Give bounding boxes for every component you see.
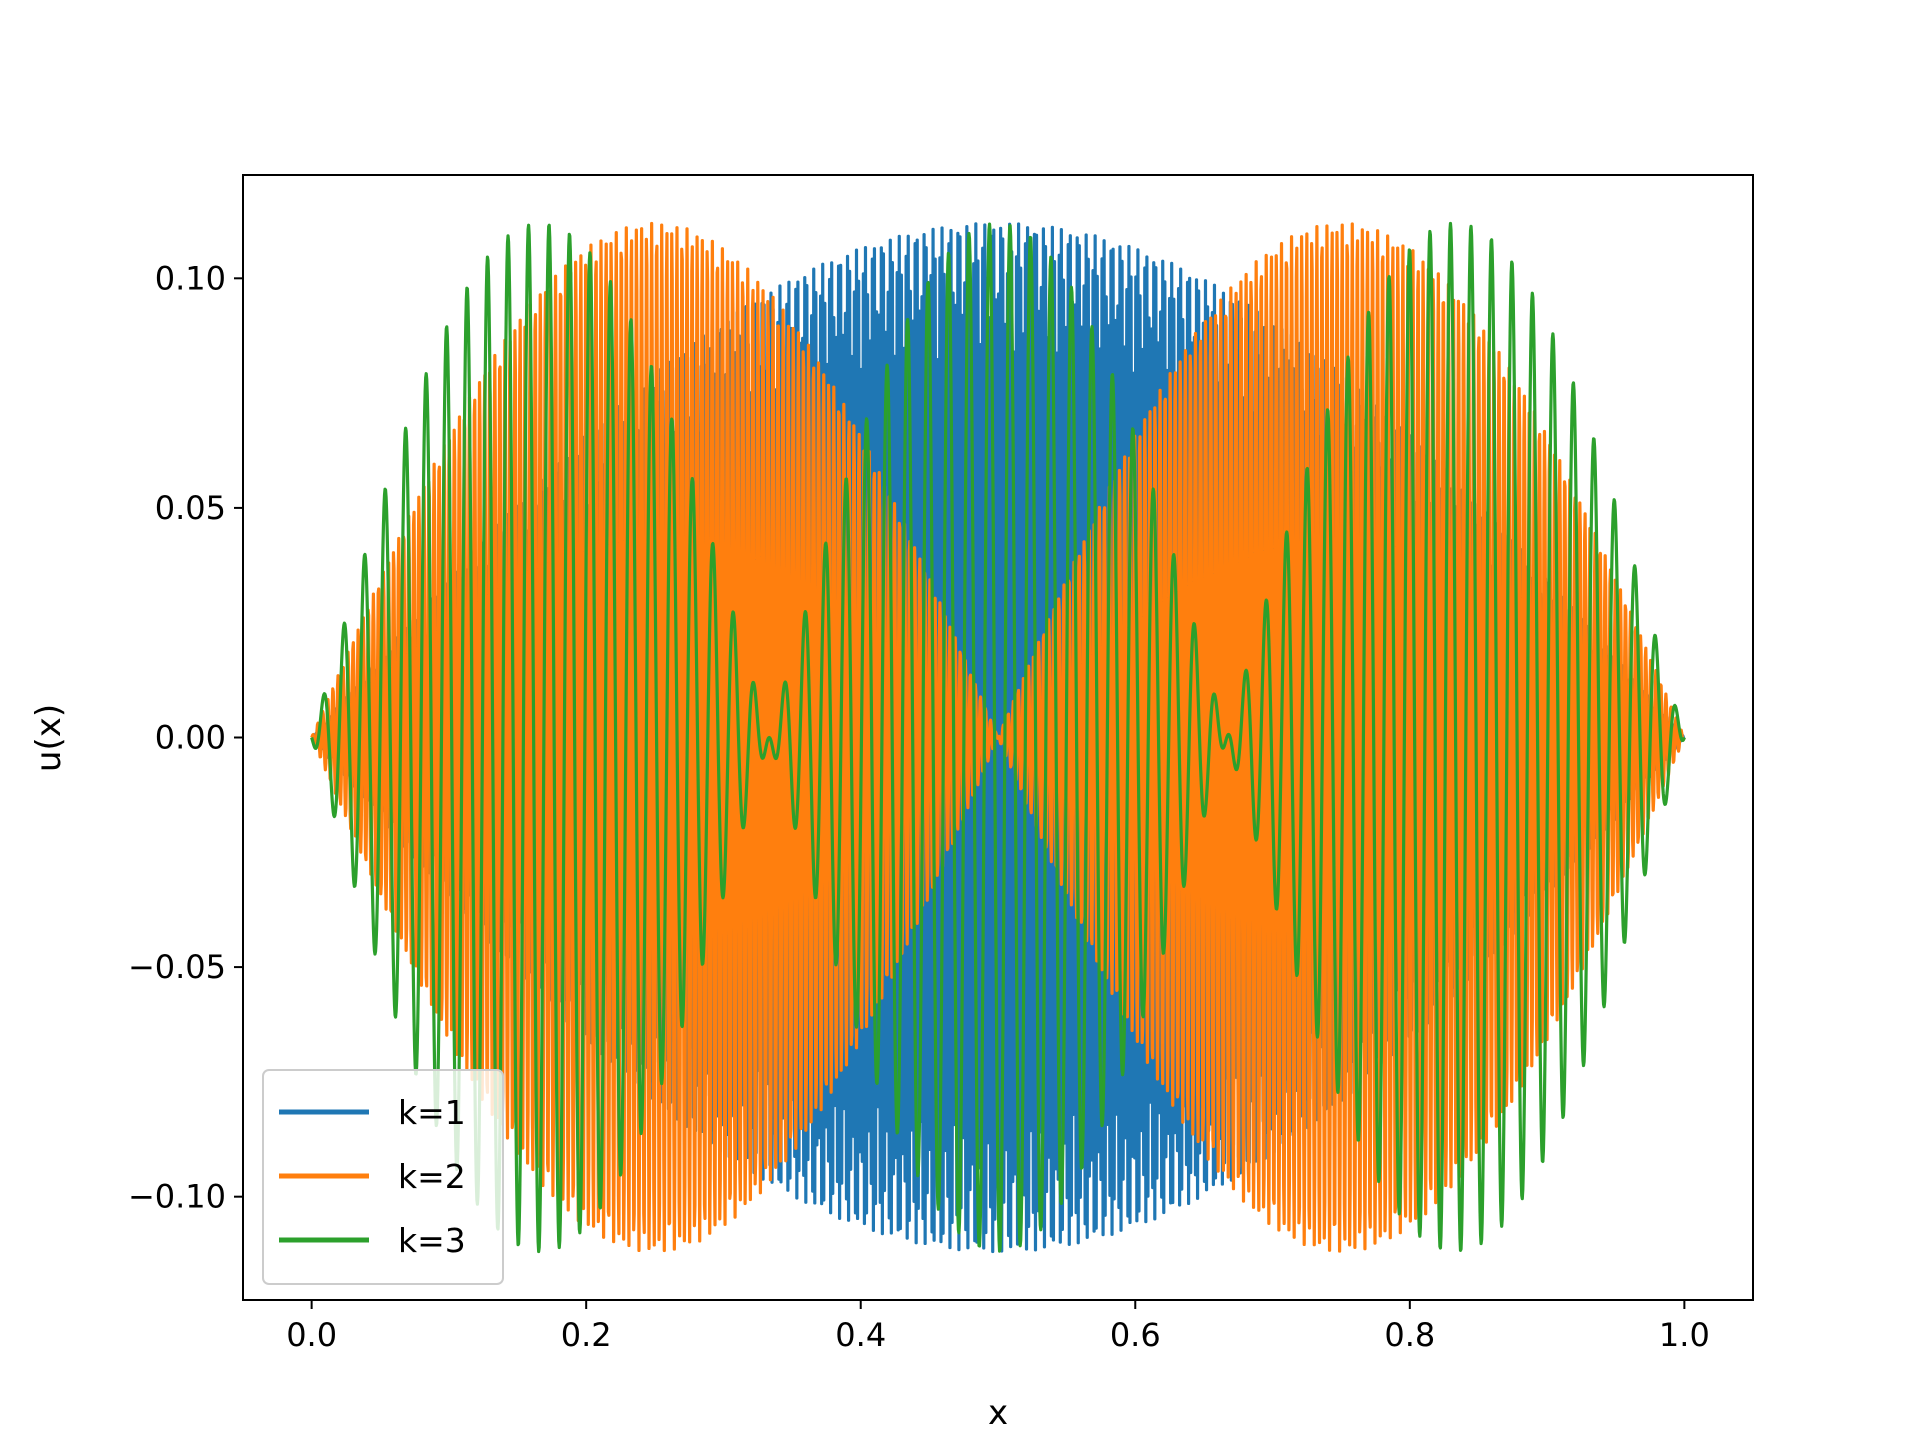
series-line-k2	[310, 221, 1686, 1253]
legend: k=1 k=2 k=3	[262, 1069, 504, 1285]
x-axis: 0.0 0.2 0.4 0.6 0.8 1.0	[286, 1300, 1710, 1354]
x-tick-label: 0.2	[561, 1316, 612, 1354]
y-tick-label: −0.05	[128, 948, 226, 986]
y-tick-label: 0.10	[155, 259, 226, 297]
x-axis-label: x	[988, 1393, 1008, 1433]
y-tick-label: −0.10	[128, 1178, 226, 1216]
legend-label-k2: k=2	[398, 1157, 466, 1196]
series-layer	[310, 221, 1686, 1254]
legend-label-k3: k=3	[398, 1221, 466, 1260]
y-tick-label: 0.05	[155, 489, 226, 527]
x-tick-label: 0.4	[835, 1316, 886, 1354]
y-axis-label: u(x)	[29, 704, 69, 772]
series-line-k3	[310, 221, 1686, 1254]
x-tick-label: 0.0	[286, 1316, 337, 1354]
legend-box	[262, 1069, 504, 1285]
x-tick-label: 0.8	[1384, 1316, 1435, 1354]
legend-label-k1: k=1	[398, 1093, 466, 1132]
x-tick-label: 1.0	[1659, 1316, 1710, 1354]
y-axis: −0.10 −0.05 0.00 0.05 0.10	[128, 259, 243, 1216]
y-tick-label: 0.00	[155, 719, 226, 757]
x-tick-label: 0.6	[1110, 1316, 1161, 1354]
